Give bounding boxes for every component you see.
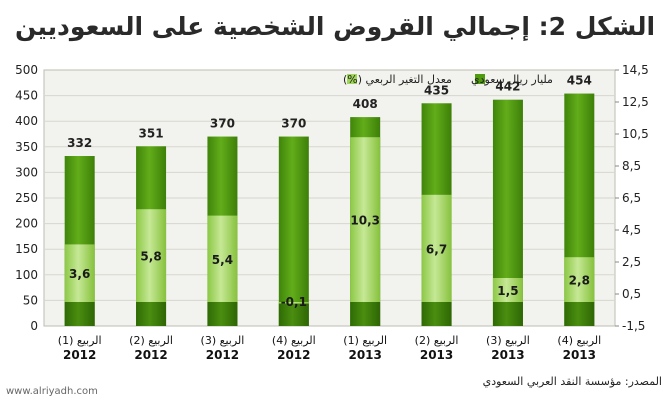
bar-base-segment: [350, 302, 381, 326]
pct-label: 6,7: [426, 242, 447, 256]
y-right-tick-label: 14,5: [622, 63, 649, 77]
y-left-tick-label: 50: [23, 293, 38, 307]
value-label: 370: [281, 117, 306, 131]
bar-pct-change: [64, 244, 95, 302]
bar-base-segment: [278, 303, 309, 326]
y-left-tick-label: 400: [15, 114, 38, 128]
pct-label: 2,8: [569, 274, 590, 288]
bar-base-segment: [492, 302, 523, 326]
bar-pct-change: [564, 257, 595, 302]
chart-svg: 0 50 100 150 200 250 300 350 400 450 500 -1,5 0,5 2,5…: [15, 63, 649, 362]
x-tick-label-quarter: الربيع (2): [415, 334, 459, 347]
x-tick-label-quarter: الربيع (3): [201, 334, 245, 347]
legend-swatch-pct-change: [347, 74, 357, 84]
x-tick-label-year: 2013: [563, 348, 596, 362]
x-tick-label-year: 2012: [277, 348, 310, 362]
bar-pct-change: [136, 209, 167, 302]
chart-title: الشكل 2: إجمالي القروض الشخصية على السعو…: [0, 4, 670, 48]
y-right-tick-label: 2,5: [622, 255, 641, 269]
y-right-tick-label: 6,5: [622, 191, 641, 205]
bar-base-segment: [421, 302, 452, 326]
y-right-tick-label: 0,5: [622, 287, 641, 301]
y-left-tick-label: 350: [15, 140, 38, 154]
value-label: 408: [353, 97, 378, 111]
watermark: www.alriyadh.com: [6, 386, 98, 397]
y-left-tick-label: 250: [15, 191, 38, 205]
y-right-tick-label: 12,5: [622, 95, 649, 109]
y-right-tick-label: 4,5: [622, 223, 641, 237]
legend-swatch-total-loans: [475, 74, 485, 84]
x-tick-label-year: 2013: [348, 348, 381, 362]
bar-pct-change: [278, 302, 309, 304]
x-tick-label-quarter: الربيع (4): [557, 334, 601, 347]
x-tick-label-quarter: الربيع (4): [272, 334, 316, 347]
y-left-tick-label: 500: [15, 63, 38, 77]
y-right-tick-label: 8,5: [622, 159, 641, 173]
value-label: 351: [139, 126, 164, 140]
bar-pct-change: [207, 215, 238, 302]
y-right-tick-label: -1,5: [622, 319, 645, 333]
source-note: المصدر: مؤسسة النقد العربي السعودي: [482, 375, 662, 388]
legend-label-pct-change: معدل التغير الربعي (%): [343, 73, 452, 86]
value-label: 370: [210, 117, 235, 131]
x-tick-label-year: 2012: [134, 348, 167, 362]
y-left-tick-label: 200: [15, 217, 38, 231]
bar-pct-change: [492, 278, 523, 302]
pct-label: -0,1: [281, 295, 307, 309]
bar-pct-change: [350, 137, 381, 302]
x-tick-label-year: 2013: [491, 348, 524, 362]
bar-base-segment: [64, 302, 95, 326]
value-label: 442: [495, 80, 520, 94]
value-label: 454: [567, 74, 592, 88]
legend-label-total-loans: مليار ريال سعودي: [471, 73, 553, 86]
y-left-tick-label: 300: [15, 165, 38, 179]
x-tick-label-year: 2013: [420, 348, 453, 362]
bar-total-loans: [278, 136, 309, 326]
value-label: 435: [424, 83, 449, 97]
bar-base-segment: [564, 302, 595, 326]
y-left-tick-label: 100: [15, 268, 38, 282]
y-left-tick-label: 150: [15, 242, 38, 256]
pct-label: 1,5: [497, 284, 518, 298]
pct-label: 10,3: [350, 214, 380, 228]
chart-title-text: الشكل 2: إجمالي القروض الشخصية على السعو…: [14, 11, 656, 41]
bar-pct-change: [421, 194, 452, 302]
x-tick-label-quarter: الربيع (1): [343, 334, 387, 347]
x-tick-label-year: 2012: [63, 348, 96, 362]
y-left-tick-label: 450: [15, 89, 38, 103]
x-tick-label-quarter: الربيع (1): [58, 334, 102, 347]
pct-label: 5,4: [212, 253, 233, 267]
pct-label: 5,8: [140, 250, 161, 264]
pct-label: 3,6: [69, 267, 90, 281]
bar-base-segment: [136, 302, 167, 326]
x-tick-label-quarter: الربيع (2): [129, 334, 173, 347]
value-label: 332: [67, 136, 92, 150]
y-right-tick-label: 10,5: [622, 127, 649, 141]
x-tick-label-year: 2012: [206, 348, 239, 362]
y-left-tick-label: 0: [30, 319, 38, 333]
x-tick-label-quarter: الربيع (3): [486, 334, 530, 347]
bar-base-segment: [207, 302, 238, 326]
